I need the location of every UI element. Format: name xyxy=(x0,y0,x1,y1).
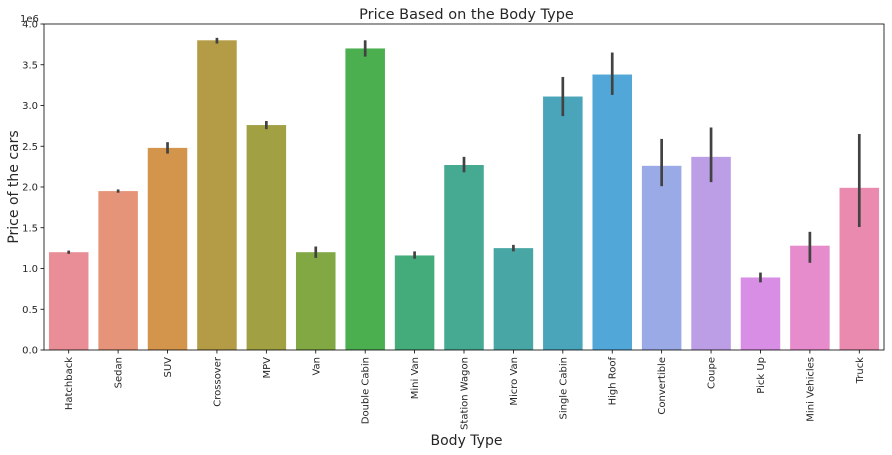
bar xyxy=(790,245,830,350)
bar xyxy=(197,40,237,351)
x-tick-label: Station Wagon xyxy=(460,357,471,430)
x-tick-label: Van xyxy=(311,357,322,376)
y-axis-offset-label: 1e6 xyxy=(20,14,39,25)
x-tick-label: High Roof xyxy=(608,357,619,406)
y-tick-label: 1.5 xyxy=(22,223,38,234)
y-tick-label: 3.0 xyxy=(22,101,38,112)
y-tick-label: 2.5 xyxy=(22,142,38,153)
x-tick-label: Pick Up xyxy=(756,357,767,394)
x-tick-label: Hatchback xyxy=(64,357,75,410)
x-tick-label: MPV xyxy=(262,357,273,379)
bar xyxy=(98,191,138,350)
x-tick-label: Sedan xyxy=(114,357,125,388)
x-tick-label: Mini Van xyxy=(410,357,421,399)
bar xyxy=(740,277,781,350)
bar xyxy=(394,255,435,350)
bar xyxy=(493,248,534,351)
bar xyxy=(592,74,632,350)
x-tick-label: Coupe xyxy=(707,357,718,389)
bar xyxy=(246,125,287,350)
bar xyxy=(444,165,484,350)
y-tick-label: 3.5 xyxy=(22,60,38,71)
bar xyxy=(48,252,89,350)
x-tick-label: Micro Van xyxy=(509,357,520,406)
chart-title: Price Based on the Body Type xyxy=(359,7,574,23)
y-tick-label: 0.0 xyxy=(22,346,38,357)
y-axis-title: Price of the cars xyxy=(6,130,22,243)
x-tick-label: Convertible xyxy=(657,357,668,415)
bar xyxy=(641,165,682,350)
x-tick-label: Mini Vehicles xyxy=(805,357,816,422)
x-tick-label: Single Cabin xyxy=(558,357,569,420)
x-tick-label: Double Cabin xyxy=(361,357,372,424)
bar xyxy=(147,147,188,350)
y-tick-label: 2.0 xyxy=(22,183,38,194)
x-tick-label: Crossover xyxy=(212,356,223,407)
bar xyxy=(345,48,385,350)
bar xyxy=(543,96,583,350)
plot-area: 0.0 0.5 1.0 1.5 2.0 2.5 3.0 3.5 4.0 Hatchback Seda… xyxy=(22,20,885,430)
y-tick-label: 1.0 xyxy=(22,264,38,275)
x-tick-label: SUV xyxy=(163,357,174,378)
x-tick-label: Truck xyxy=(855,357,866,385)
x-axis-title: Body Type xyxy=(431,433,503,449)
bar xyxy=(691,156,731,350)
y-tick-label: 0.5 xyxy=(22,305,38,316)
y-tick-label: 4.0 xyxy=(22,20,38,31)
bar xyxy=(296,252,336,350)
